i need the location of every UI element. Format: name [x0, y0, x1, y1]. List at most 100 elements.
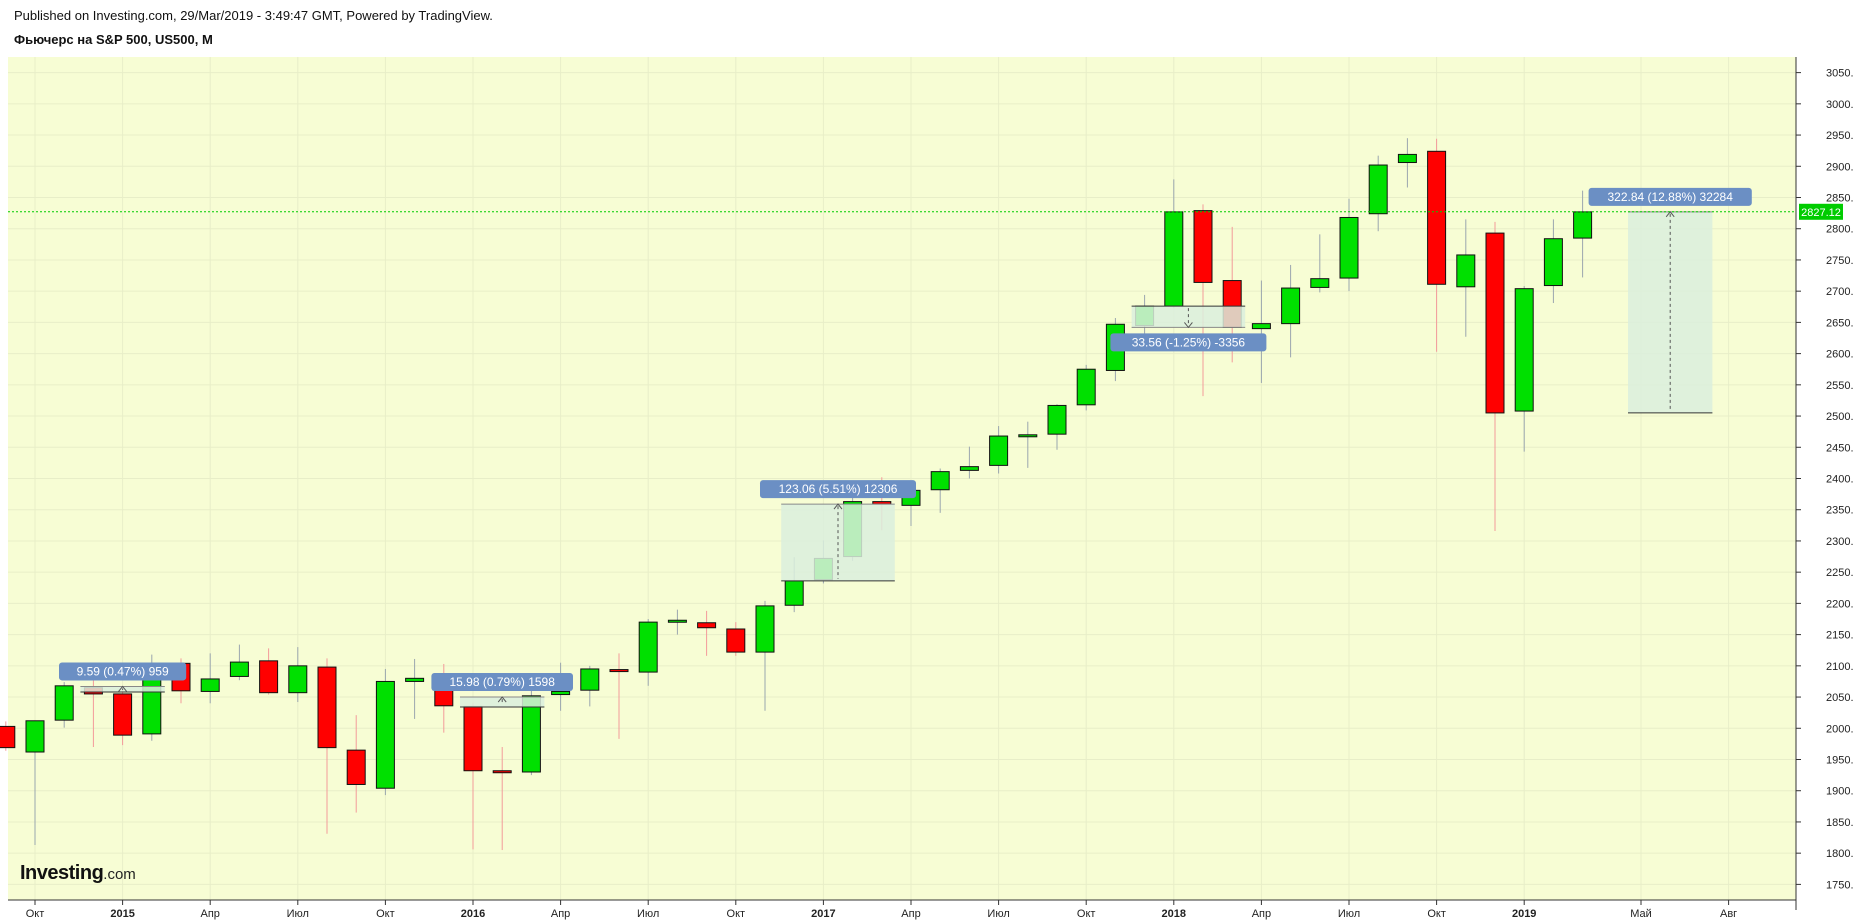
candle-body: [1018, 434, 1038, 438]
x-tick-label: 2019: [1512, 908, 1536, 920]
candle: [288, 647, 308, 703]
candle-body: [1514, 288, 1534, 412]
candle: [1514, 286, 1534, 452]
y-tick-label: 3000.00: [1826, 99, 1853, 111]
measure-label-bg: [1588, 187, 1752, 206]
x-tick-label: Апр: [1252, 908, 1271, 920]
y-tick-label: 2550.00: [1826, 380, 1853, 392]
candle-body: [1076, 368, 1096, 406]
candle: [259, 648, 279, 695]
candle-body: [0, 725, 16, 749]
candle-body: [229, 661, 249, 677]
candle: [54, 682, 74, 728]
measure-tool: 9.59 (0.47%) 959: [59, 662, 187, 693]
candle-body: [784, 580, 804, 606]
x-tick-label: 2018: [1162, 908, 1186, 920]
candle-body: [667, 619, 687, 623]
y-tick-label: 2450.00: [1826, 442, 1853, 454]
y-tick-label: 2300.00: [1826, 536, 1853, 548]
measure-label-bg: [431, 673, 573, 692]
candle: [1397, 138, 1417, 188]
y-tick-label: 2600.00: [1826, 349, 1853, 361]
x-tick-label: Апр: [551, 908, 570, 920]
candle-body: [697, 622, 717, 629]
candle: [580, 665, 600, 707]
candle: [346, 715, 366, 813]
candle-body: [25, 720, 45, 753]
y-tick-label: 2650.00: [1826, 317, 1853, 329]
candle: [492, 747, 512, 851]
published-info: Published on Investing.com, 29/Mar/2019 …: [14, 8, 493, 23]
candle: [697, 610, 717, 656]
measure-label: 9.59 (0.47%) 959: [77, 664, 169, 678]
x-tick-label: Июл: [637, 908, 659, 920]
investing-logo: Investing.com: [20, 862, 136, 884]
candle: [1573, 190, 1593, 278]
candle-body: [492, 770, 512, 774]
x-tick-label: Июл: [287, 908, 309, 920]
candle-body: [580, 668, 600, 691]
y-tick-label: 1800.00: [1826, 848, 1853, 860]
candle-body: [113, 693, 133, 736]
candle: [638, 619, 658, 686]
y-tick-label: 2500.00: [1826, 411, 1853, 423]
candle: [405, 658, 425, 719]
y-tick-label: 2200.00: [1826, 598, 1853, 610]
chart-title: Фьючерс на S&P 500, US500, M: [14, 32, 213, 47]
measure-tool: 123.06 (5.51%) 12306: [760, 480, 916, 582]
candle: [609, 653, 629, 739]
candle-body: [1397, 153, 1417, 164]
candle-body: [463, 705, 483, 772]
price-badge: [1799, 203, 1843, 220]
candle: [959, 446, 979, 479]
candle-body: [259, 660, 279, 694]
candle-body: [1281, 287, 1301, 325]
x-tick-label: Окт: [26, 908, 45, 920]
y-tick-label: 2000.00: [1826, 723, 1853, 735]
candle: [229, 644, 249, 681]
measure-tool: 322.84 (12.88%) 32284: [1588, 187, 1752, 414]
measure-label: 322.84 (12.88%) 32284: [1607, 190, 1733, 204]
measure-label: 33.56 (-1.25%) -3356: [1132, 335, 1246, 349]
candle: [755, 600, 775, 711]
x-tick-label: 2015: [110, 908, 134, 920]
y-tick-label: 2900.00: [1826, 161, 1853, 173]
candle: [726, 622, 746, 656]
y-tick-label: 2950.00: [1826, 130, 1853, 142]
candle-body: [551, 690, 571, 696]
y-tick-label: 1850.00: [1826, 817, 1853, 829]
x-tick-label: Окт: [376, 908, 395, 920]
candle-body: [1193, 210, 1213, 283]
candle: [1339, 198, 1359, 292]
candle-body: [1310, 278, 1330, 288]
candle-body: [755, 605, 775, 653]
y-tick-label: 1950.00: [1826, 755, 1853, 767]
measure-tool: 33.56 (-1.25%) -3356: [1110, 305, 1267, 352]
y-tick-label: 2400.00: [1826, 474, 1853, 486]
candle-body: [1456, 254, 1476, 288]
candle: [463, 702, 483, 850]
candle: [1368, 155, 1388, 232]
candle: [0, 721, 16, 751]
x-tick-label: Май: [1630, 908, 1652, 920]
candle-body: [288, 665, 308, 694]
candle: [1076, 364, 1096, 411]
measure-label: 15.98 (0.79%) 1598: [449, 675, 555, 689]
candle: [375, 668, 395, 796]
candle: [200, 653, 220, 704]
candle-body: [1339, 216, 1359, 279]
y-tick-label: 2750.00: [1826, 255, 1853, 267]
candle: [1018, 421, 1038, 468]
candle-body: [1047, 404, 1067, 435]
x-tick-label: Окт: [727, 908, 746, 920]
y-tick-label: 1900.00: [1826, 786, 1853, 798]
candle: [1427, 138, 1447, 352]
candle-body: [1573, 211, 1593, 239]
candle: [317, 658, 337, 834]
candle-body: [1485, 232, 1505, 414]
candle: [1281, 264, 1301, 358]
x-tick-label: 2017: [811, 908, 835, 920]
measure-tool: 15.98 (0.79%) 1598: [431, 673, 573, 708]
candle: [1310, 234, 1330, 293]
